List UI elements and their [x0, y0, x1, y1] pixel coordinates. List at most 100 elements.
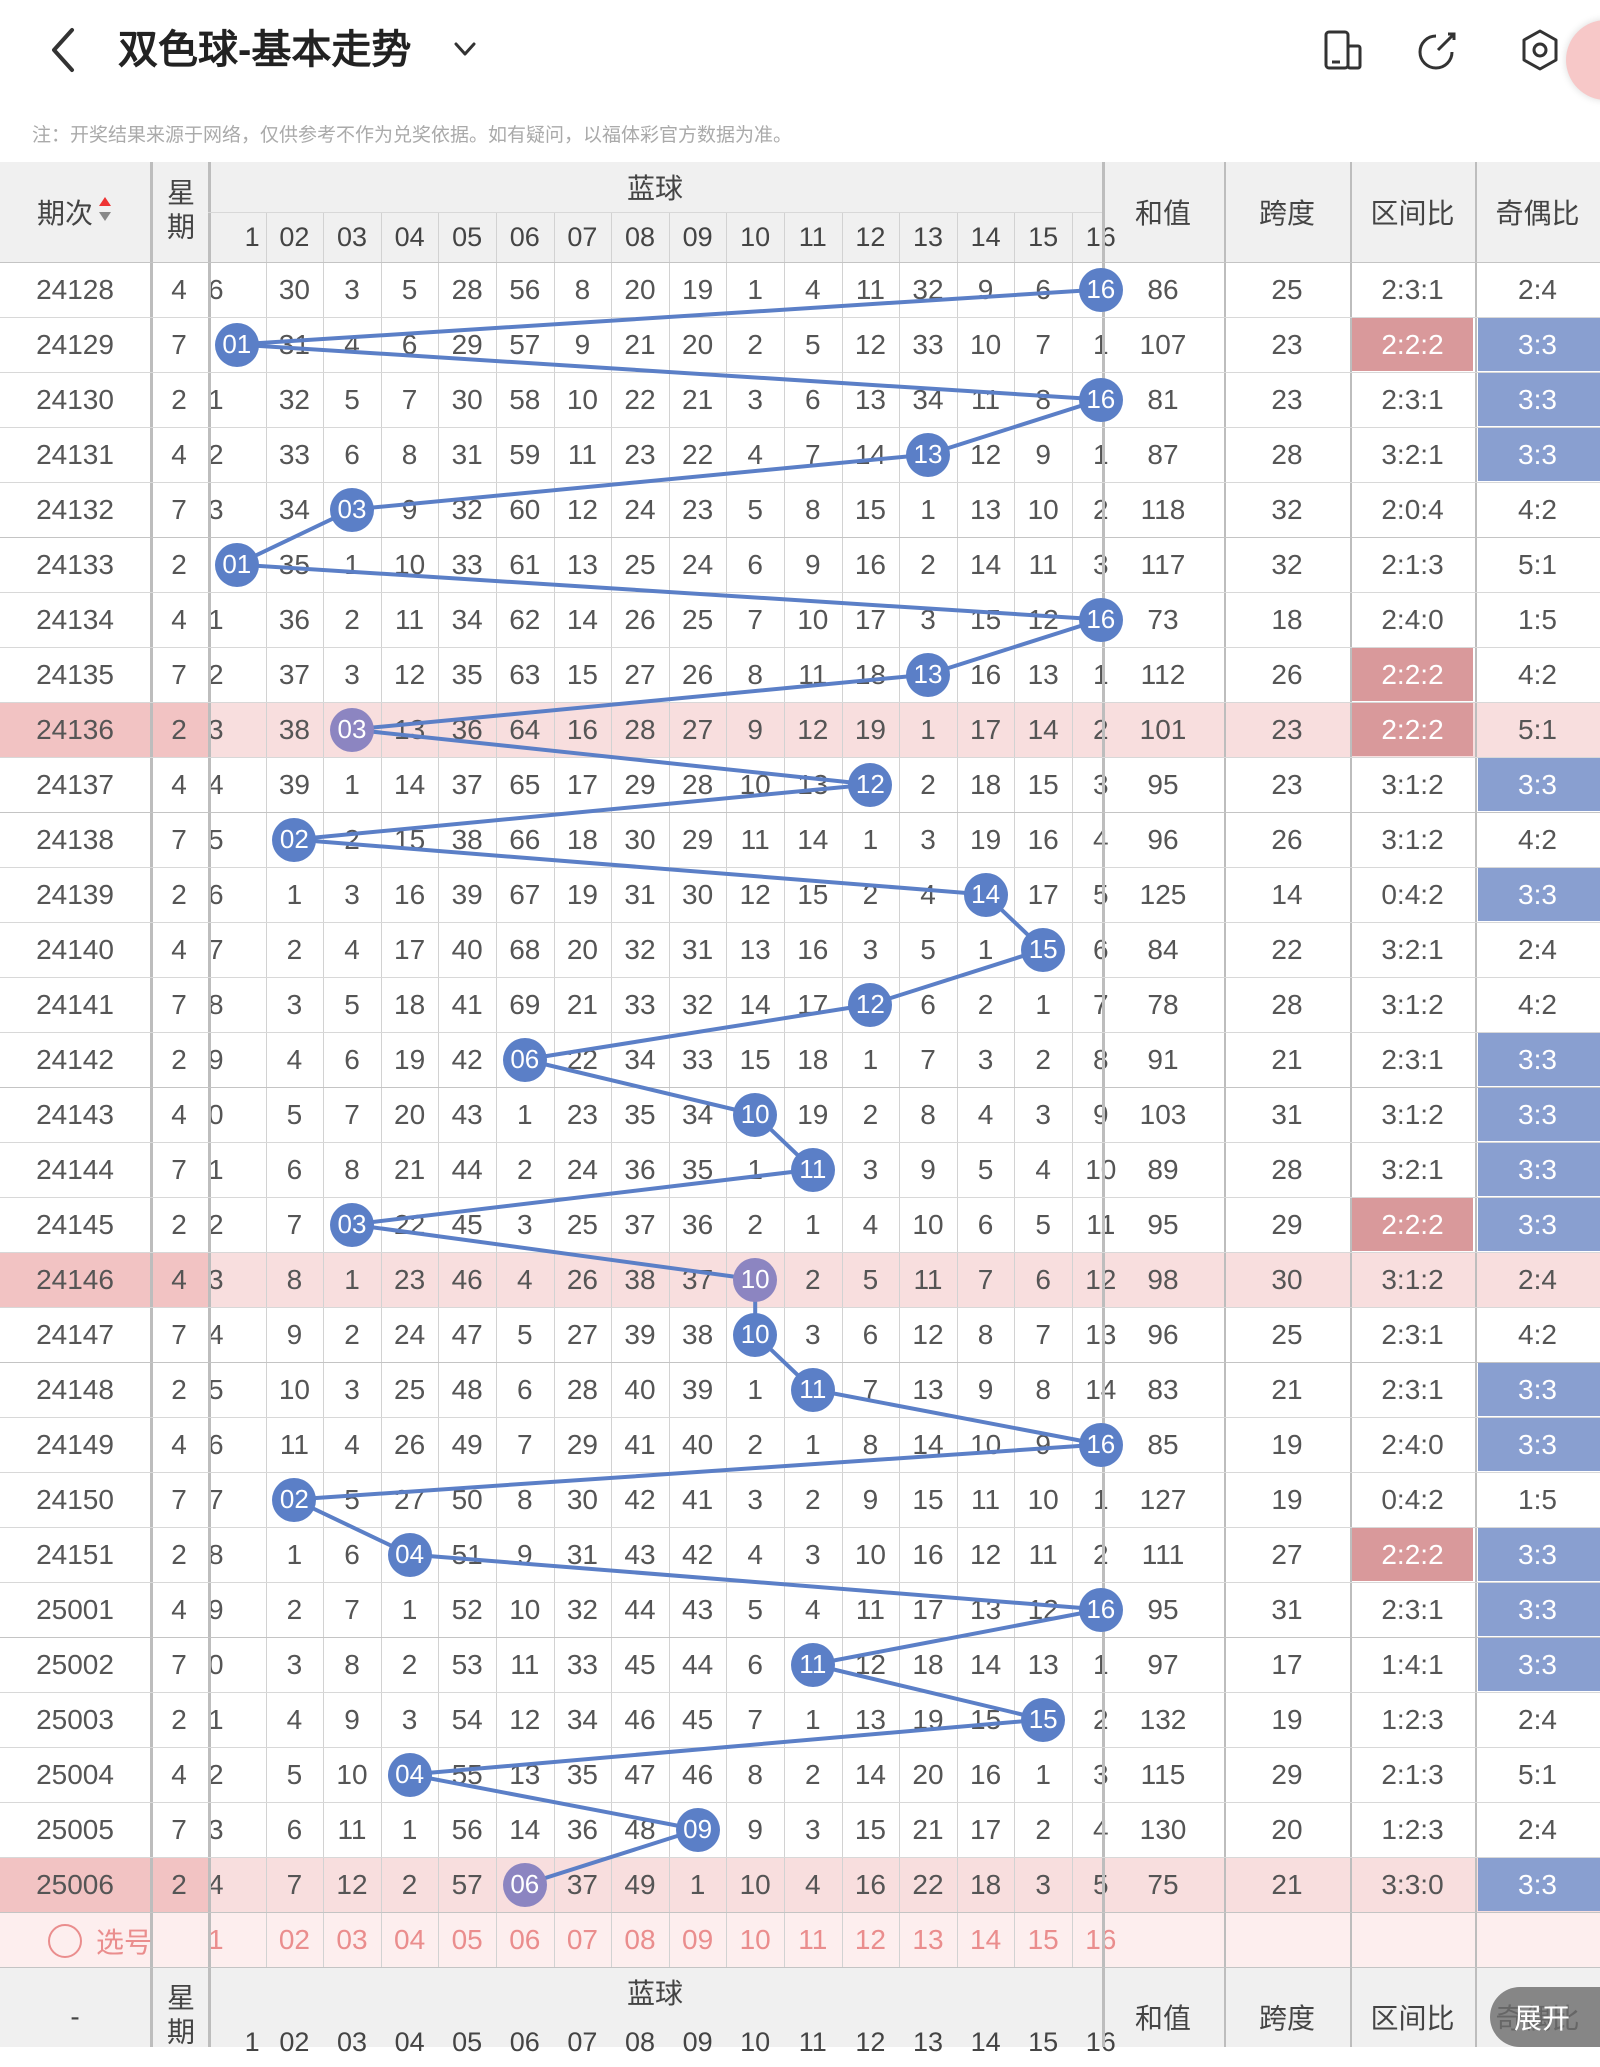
miss-count-cell: 10: [912, 1208, 944, 1240]
period-cell: 24128: [36, 273, 114, 305]
miss-count-cell: 12: [336, 1868, 368, 1900]
miss-count-cell: 6: [286, 1813, 303, 1845]
select-number[interactable]: 03: [336, 1923, 368, 1955]
zone-cell: 2:2:2: [1381, 1208, 1444, 1240]
select-number[interactable]: 10: [739, 1923, 771, 1955]
miss-count-cell: 11: [913, 1263, 943, 1295]
miss-count-cell: 36: [624, 1153, 656, 1185]
miss-count-cell: 1: [401, 1593, 418, 1625]
share-icon[interactable]: [1414, 26, 1462, 74]
period-cell: 25002: [36, 1648, 114, 1680]
miss-count-cell: 61: [509, 548, 541, 580]
miss-count-cell: 29: [566, 1428, 598, 1460]
miss-count-cell: 12: [394, 658, 426, 690]
select-number[interactable]: 08: [624, 1923, 656, 1955]
parity-highlight: [1478, 428, 1600, 481]
miss-count-cell: 28: [451, 273, 483, 305]
miss-count-cell: 19: [682, 273, 714, 305]
select-number[interactable]: 13: [912, 1923, 944, 1955]
parity-highlight: [1478, 1638, 1600, 1691]
section-divider: [1475, 162, 1477, 2047]
week-cell: 2: [171, 713, 187, 745]
select-number[interactable]: 07: [566, 1923, 598, 1955]
footer-blue-number-header: 12: [855, 2026, 886, 2057]
miss-count-cell: 10: [278, 1373, 310, 1405]
miss-count-cell: 5: [977, 1153, 994, 1185]
select-number[interactable]: 15: [1027, 1923, 1059, 1955]
parity-cell: 2:4: [1518, 1263, 1557, 1295]
miss-count-cell: 66: [509, 823, 541, 855]
select-number[interactable]: 11: [798, 1923, 828, 1955]
parity-highlight: [1478, 1033, 1600, 1086]
column-divider: [380, 212, 382, 1967]
miss-count-cell: 30: [624, 823, 656, 855]
miss-count-cell: 9: [574, 328, 591, 360]
floating-avatar[interactable]: [1566, 20, 1600, 100]
row-divider: [0, 537, 1600, 538]
miss-count-cell: 32: [451, 493, 483, 525]
miss-count-cell: 21: [566, 988, 598, 1020]
select-number[interactable]: 09: [682, 1923, 714, 1955]
blue-ball-marker: 16: [1078, 1587, 1123, 1632]
select-number[interactable]: 04: [394, 1923, 426, 1955]
select-number[interactable]: 16: [1085, 1923, 1117, 1955]
blue-ball-marker: 15: [1021, 1697, 1066, 1742]
miss-count-cell: 17: [970, 1813, 1002, 1845]
miss-count-cell: 19: [566, 878, 598, 910]
miss-count-cell: 14: [509, 1813, 541, 1845]
settings-icon[interactable]: [1516, 26, 1564, 74]
miss-count-cell: 11: [798, 658, 828, 690]
select-number[interactable]: 14: [970, 1923, 1002, 1955]
miss-count-cell: 1: [977, 933, 994, 965]
select-number[interactable]: 05: [451, 1923, 483, 1955]
miss-count-cell: 26: [624, 603, 656, 635]
select-number[interactable]: 12: [854, 1923, 886, 1955]
blue-number-header: 11: [798, 221, 827, 252]
miss-count-cell: 13: [797, 768, 829, 800]
header-period[interactable]: 期次: [0, 162, 150, 262]
week-cell: 4: [171, 1758, 187, 1790]
week-cell: 7: [171, 328, 187, 360]
miss-count-cell: 20: [394, 1098, 426, 1130]
zone-cell: 0:4:2: [1381, 1483, 1444, 1515]
period-cell: 24144: [36, 1153, 114, 1185]
miss-count-cell: 8: [805, 493, 821, 525]
back-arrow-icon[interactable]: [40, 22, 90, 78]
blue-number-header: 03: [336, 221, 367, 252]
miss-count-cell: 7: [344, 1098, 360, 1130]
miss-count-cell: 10: [970, 1428, 1002, 1460]
row-divider: [0, 1197, 1600, 1198]
span-cell: 26: [1271, 823, 1303, 855]
miss-count-cell: 13: [970, 1593, 1002, 1625]
expand-button[interactable]: 展开: [1490, 1987, 1600, 2047]
miss-count-cell: 2: [401, 1648, 418, 1680]
miss-count-cell: 34: [624, 1043, 656, 1075]
span-cell: 31: [1271, 1593, 1303, 1625]
miss-count-cell: 20: [682, 328, 714, 360]
miss-count-cell: 3: [401, 1703, 418, 1735]
period-cell: 24145: [36, 1208, 114, 1240]
footer-blue-number-header: 14: [970, 2026, 1001, 2057]
sum-cell: 130: [1139, 1813, 1187, 1845]
dropdown-chevron-icon[interactable]: [450, 34, 480, 64]
sort-arrows-icon[interactable]: [97, 195, 113, 230]
miss-count-cell: 10: [566, 383, 598, 415]
miss-count-cell: 18: [912, 1648, 944, 1680]
sum-cell: 96: [1147, 823, 1179, 855]
select-number-button[interactable]: 选号: [48, 1920, 152, 1962]
sum-cell: 81: [1147, 383, 1179, 415]
zone-cell: 2:3:1: [1381, 1593, 1444, 1625]
select-number[interactable]: 1: [208, 1923, 224, 1955]
miss-count-cell: 4: [747, 438, 763, 470]
select-number[interactable]: 06: [509, 1923, 541, 1955]
fold-screen-icon[interactable]: [1318, 26, 1366, 74]
miss-count-cell: 2: [977, 988, 994, 1020]
miss-count-cell: 2: [920, 548, 936, 580]
week-cell: 4: [171, 1263, 187, 1295]
miss-count-cell: 6: [1035, 273, 1051, 305]
parity-cell: 4:2: [1518, 493, 1557, 525]
miss-count-cell: 3: [862, 1153, 879, 1185]
select-number[interactable]: 02: [278, 1923, 310, 1955]
miss-count-cell: 3: [747, 1483, 763, 1515]
miss-count-cell: 45: [682, 1703, 714, 1735]
